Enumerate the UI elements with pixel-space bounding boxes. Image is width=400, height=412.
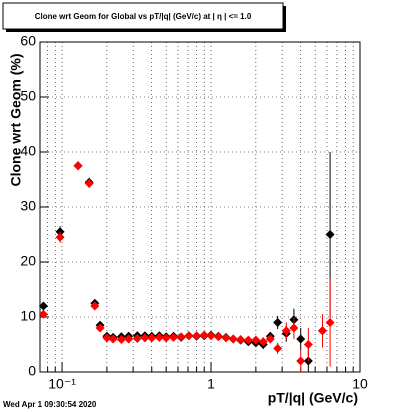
marker <box>213 332 223 342</box>
marker <box>273 318 283 327</box>
marker <box>169 332 179 342</box>
marker <box>296 356 306 366</box>
y-tick-label: 50 <box>20 88 36 104</box>
marker <box>273 343 283 353</box>
marker <box>251 335 261 345</box>
marker <box>116 335 126 345</box>
x-tick-label: 10 <box>352 376 368 392</box>
marker <box>199 330 209 340</box>
marker <box>206 331 216 341</box>
footer: Wed Apr 1 09:30:54 2020 <box>3 400 97 409</box>
marker <box>176 332 186 342</box>
marker <box>95 323 105 333</box>
marker <box>108 334 118 344</box>
marker <box>243 335 253 345</box>
marker <box>184 331 194 341</box>
marker <box>289 323 299 333</box>
marker <box>140 333 150 343</box>
marker <box>303 340 313 349</box>
marker <box>38 301 48 311</box>
marker <box>90 301 100 311</box>
marker <box>258 337 268 347</box>
marker <box>228 334 238 344</box>
marker <box>296 334 306 344</box>
y-tick-label: 10 <box>20 308 36 324</box>
title-box <box>2 2 284 30</box>
marker <box>102 333 112 343</box>
y-tick-label: 40 <box>20 143 36 159</box>
marker <box>84 178 94 188</box>
marker <box>281 326 291 336</box>
marker <box>154 332 164 342</box>
marker <box>132 333 142 343</box>
marker <box>124 334 134 344</box>
marker <box>55 232 65 242</box>
y-tick-label: 60 <box>20 33 36 49</box>
x-tick-label: 1 <box>207 376 215 392</box>
marker <box>192 331 202 341</box>
plot-frame <box>39 41 361 373</box>
marker <box>73 161 83 171</box>
y-tick-label: 30 <box>20 198 36 214</box>
chart-title: Clone wrt Geom for Global vs pT/|q| (GeV… <box>35 12 252 21</box>
marker <box>325 318 335 327</box>
x-tick-label: 10⁻¹ <box>48 376 76 392</box>
marker <box>38 309 48 319</box>
y-axis-label: Clone wrt Geom (%) <box>8 53 24 186</box>
x-axis-label: pT/|q| (GeV/c) <box>268 390 358 406</box>
y-tick-label: 0 <box>28 363 36 379</box>
marker <box>147 333 157 343</box>
marker <box>325 230 335 239</box>
marker <box>317 326 327 336</box>
marker <box>221 333 231 343</box>
y-tick-label: 20 <box>20 253 36 269</box>
marker <box>236 335 246 345</box>
marker <box>265 334 275 344</box>
marker <box>161 333 171 343</box>
